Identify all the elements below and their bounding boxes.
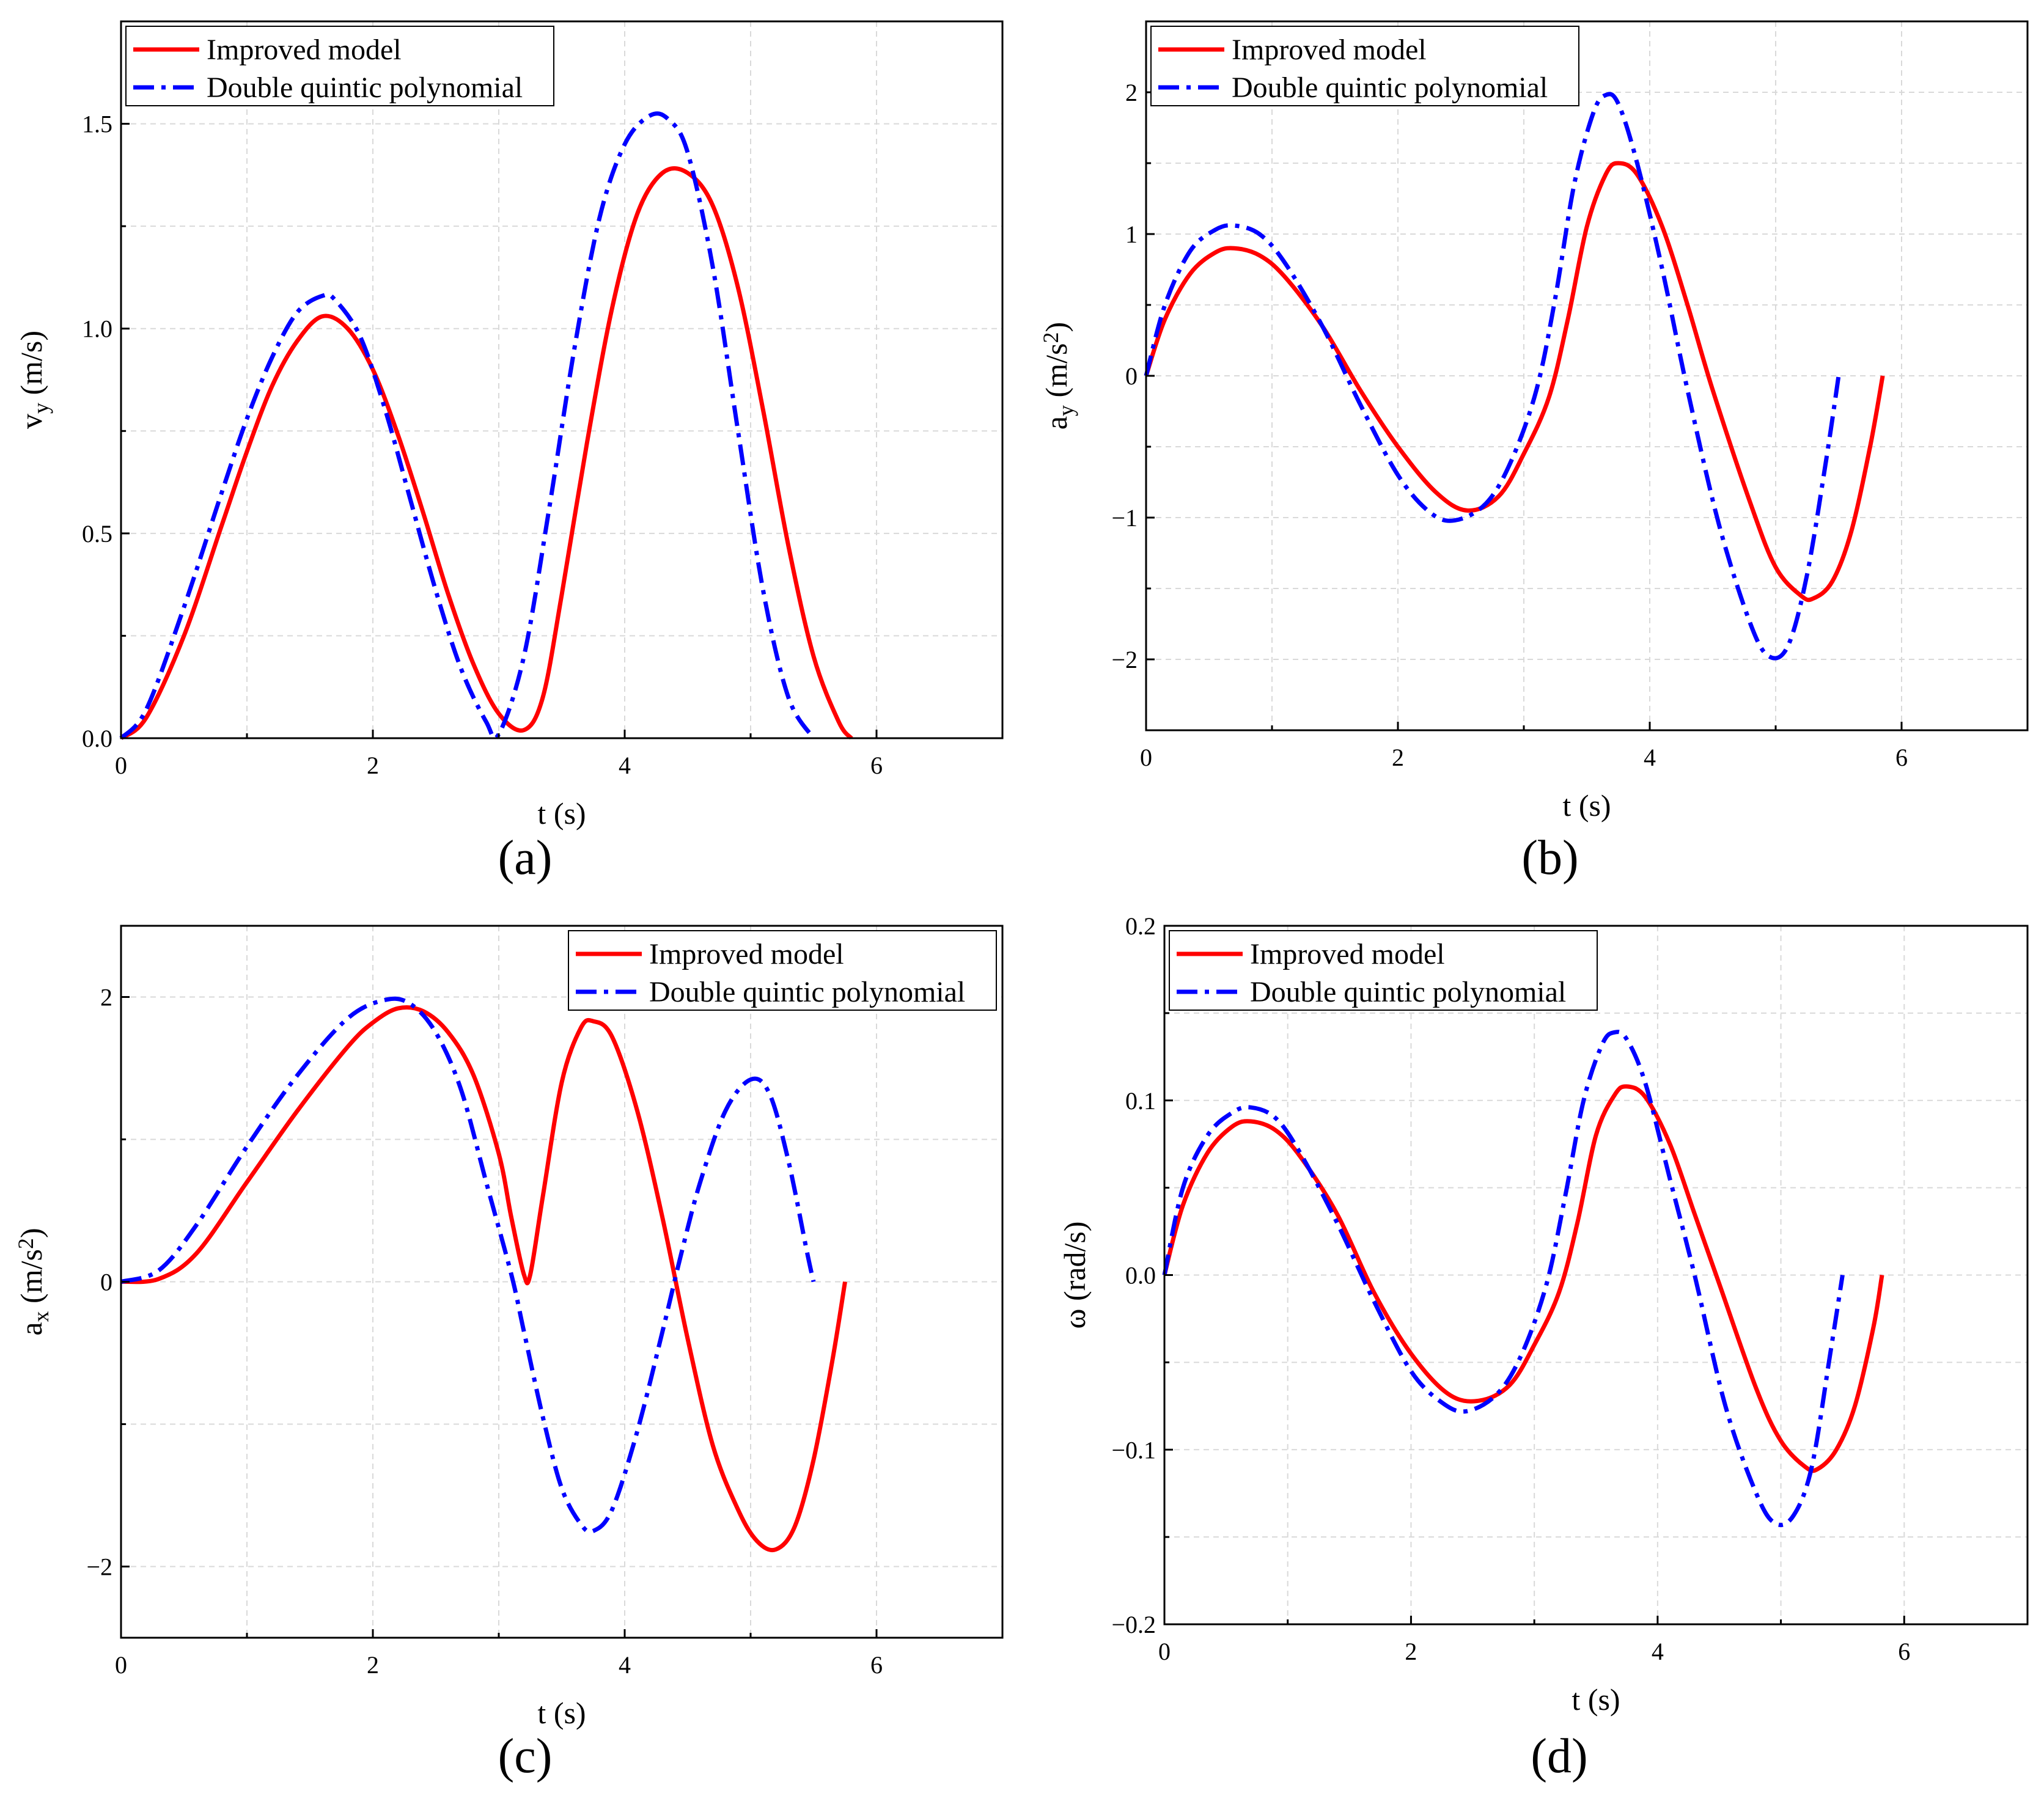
series-line-improved <box>120 1005 847 1552</box>
x-axis-label: t (s) <box>537 1696 586 1730</box>
legend-label-polynomial: Double quintic polynomial <box>1232 71 1548 104</box>
subfigure-label: (c) <box>498 1729 553 1783</box>
legend: Improved model Double quintic polynomial <box>568 930 997 1011</box>
x-tick-label: 4 <box>1652 1638 1664 1665</box>
subfigure-label: (d) <box>1531 1729 1587 1783</box>
legend: Improved model Double quintic polynomial <box>1169 930 1598 1011</box>
legend-box <box>1169 930 1598 1011</box>
x-tick-label: 2 <box>367 1651 379 1679</box>
x-tick-label: 4 <box>1644 744 1656 771</box>
y-tick-label: 0.0 <box>1125 1262 1156 1289</box>
legend-label-polynomial: Double quintic polynomial <box>649 976 965 1008</box>
y-tick-label: −2 <box>1111 646 1138 673</box>
y-tick-label: 2 <box>100 984 112 1011</box>
y-tick-label: 0 <box>1125 362 1138 390</box>
legend: Improved model Double quintic polynomial <box>125 26 554 106</box>
x-tick-label: 4 <box>619 1651 631 1679</box>
y-tick-label: −2 <box>86 1553 112 1581</box>
y-axis-label: ay (m/s2) <box>1039 322 1078 430</box>
y-tick-label: 0.5 <box>82 520 112 548</box>
y-tick-label: −0.2 <box>1111 1611 1156 1638</box>
x-tick-label: 2 <box>1392 744 1404 771</box>
chart-panel-d: 0 2 4 6 −0.2 −0.1 0.0 0.1 0.2 t (s) ω (rad/s) Impro… <box>1057 912 2029 1783</box>
series-line-improved <box>1144 161 1885 603</box>
series-line-polynomial <box>1162 1030 1845 1527</box>
x-tick-label: 2 <box>1405 1638 1417 1665</box>
legend-box <box>568 930 997 1011</box>
x-tick-label: 6 <box>870 752 883 779</box>
series-line-improved <box>1162 1084 1884 1473</box>
legend-label-polynomial: Double quintic polynomial <box>207 71 523 104</box>
legend: Improved model Double quintic polynomial <box>1150 26 1579 106</box>
grid-lines <box>1164 926 2027 1624</box>
chart-panel-b: 0 2 4 6 −2 −1 0 1 2 t (s) ay (m/s2) Improved model D… <box>1039 20 2029 885</box>
y-tick-label: 1 <box>1125 221 1138 248</box>
y-tick-label: 1.5 <box>82 111 112 138</box>
y-tick-label: 0 <box>100 1269 112 1296</box>
y-tick-label: −0.1 <box>1111 1436 1156 1464</box>
legend-label-improved: Improved model <box>1250 938 1445 970</box>
x-axis-label: t (s) <box>537 796 586 830</box>
x-tick-label: 0 <box>1140 744 1152 771</box>
y-tick-label: 0.0 <box>82 725 112 752</box>
plot-frame <box>120 20 1004 739</box>
y-tick-label: 0.2 <box>1125 912 1156 940</box>
x-axis-label: t (s) <box>1562 788 1611 823</box>
legend-label-improved: Improved model <box>1232 34 1427 66</box>
y-axis-label: ω (rad/s) <box>1057 1222 1092 1329</box>
x-tick-label: 4 <box>619 752 631 779</box>
grid-lines <box>121 21 1002 738</box>
y-axis-label: vy (m/s) <box>14 331 53 429</box>
x-tick-label: 2 <box>367 752 379 779</box>
legend-box <box>125 26 554 106</box>
legend-label-improved: Improved model <box>207 34 402 66</box>
y-axis-label: ax (m/s2) <box>13 1228 53 1335</box>
x-tick-label: 6 <box>870 1651 883 1679</box>
x-tick-label: 6 <box>1895 744 1908 771</box>
y-tick-label: 1.0 <box>82 315 112 343</box>
grid-lines <box>121 926 1002 1638</box>
y-tick-label: 0.1 <box>1125 1087 1156 1115</box>
x-tick-label: 0 <box>115 752 127 779</box>
legend-label-improved: Improved model <box>649 938 844 970</box>
chart-panel-a: 0 2 4 6 0.0 0.5 1.0 1.5 t (s) vy (m/s) Improved mo… <box>14 20 1004 885</box>
series-line-polynomial <box>120 996 816 1534</box>
legend-label-polynomial: Double quintic polynomial <box>1250 976 1566 1008</box>
subfigure-label: (a) <box>498 831 553 885</box>
series-line-improved <box>119 166 853 740</box>
y-tick-label: −1 <box>1111 504 1138 532</box>
x-tick-label: 0 <box>1158 1638 1171 1665</box>
legend-box <box>1150 26 1579 106</box>
x-axis-label: t (s) <box>1572 1682 1620 1717</box>
subfigure-label: (b) <box>1521 831 1578 885</box>
series-line-polynomial <box>1144 92 1841 661</box>
chart-panel-c: 0 2 4 6 −2 0 2 t (s) ax (m/s2) Improved model Doub… <box>13 925 1004 1783</box>
y-tick-label: 2 <box>1125 79 1138 106</box>
x-tick-label: 6 <box>1898 1638 1910 1665</box>
x-tick-label: 0 <box>115 1651 127 1679</box>
